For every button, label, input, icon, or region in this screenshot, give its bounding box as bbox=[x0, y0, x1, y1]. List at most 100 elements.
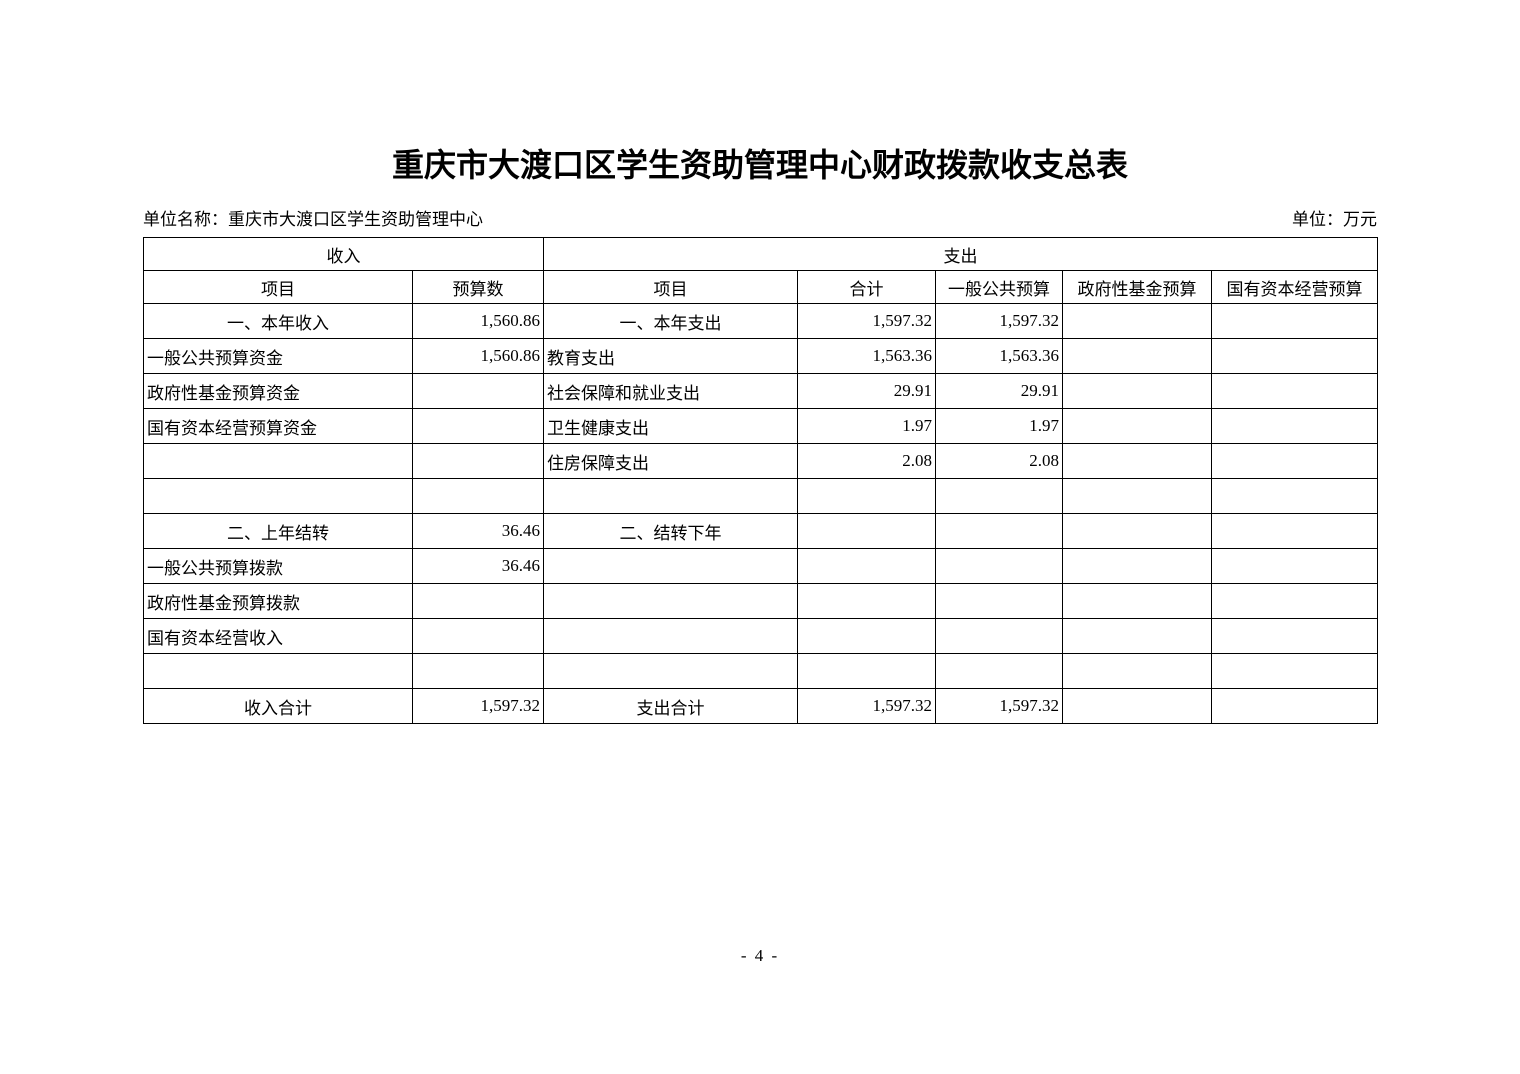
table-row bbox=[143, 478, 1378, 514]
cell-exp-state-capital bbox=[1211, 618, 1378, 654]
table-row: 收入合计 1,597.32 支出合计 1,597.32 1,597.32 bbox=[143, 688, 1378, 724]
cell-exp-general-budget: 2.08 bbox=[935, 443, 1063, 479]
unit-measure-label: 单位：万元 bbox=[1292, 210, 1377, 229]
table-row: 政府性基金预算拨款 bbox=[143, 583, 1378, 619]
cell-exp-gov-fund bbox=[1062, 303, 1212, 339]
cell-income-item: 政府性基金预算拨款 bbox=[143, 583, 413, 619]
cell-income-budget bbox=[412, 408, 544, 444]
table-row: 国有资本经营预算资金 卫生健康支出 1.97 1.97 bbox=[143, 408, 1378, 444]
cell-exp-total: 1,597.32 bbox=[797, 303, 936, 339]
cell-exp-general-budget: 1.97 bbox=[935, 408, 1063, 444]
cell-exp-total: 29.91 bbox=[797, 373, 936, 409]
cell-income-item: 一般公共预算拨款 bbox=[143, 548, 413, 584]
col-header-exp-item: 项目 bbox=[543, 270, 798, 304]
cell-exp-total bbox=[797, 478, 936, 514]
cell-income-budget bbox=[412, 618, 544, 654]
cell-income-budget bbox=[412, 583, 544, 619]
cell-exp-total bbox=[797, 618, 936, 654]
cell-exp-item bbox=[543, 548, 798, 584]
page-title: 重庆市大渡口区学生资助管理中心财政拨款收支总表 bbox=[391, 147, 1128, 183]
cell-income-item: 收入合计 bbox=[143, 688, 413, 724]
cell-exp-general-budget bbox=[935, 478, 1063, 514]
table-row: 政府性基金预算资金 社会保障和就业支出 29.91 29.91 bbox=[143, 373, 1378, 409]
cell-income-budget: 36.46 bbox=[412, 548, 544, 584]
cell-exp-gov-fund bbox=[1062, 338, 1212, 374]
cell-exp-state-capital bbox=[1211, 303, 1378, 339]
col-header-income-budget: 预算数 bbox=[412, 270, 544, 304]
cell-exp-item: 卫生健康支出 bbox=[543, 408, 798, 444]
cell-exp-general-budget bbox=[935, 653, 1063, 689]
cell-exp-total bbox=[797, 583, 936, 619]
meta-row: 单位名称：重庆市大渡口区学生资助管理中心 单位：万元 bbox=[143, 209, 1377, 231]
cell-exp-item bbox=[543, 618, 798, 654]
table-row: 一、本年收入 1,560.86 一、本年支出 1,597.32 1,597.32 bbox=[143, 303, 1378, 339]
cell-exp-total: 1,563.36 bbox=[797, 338, 936, 374]
cell-income-budget: 1,560.86 bbox=[412, 303, 544, 339]
cell-exp-general-budget: 1,597.32 bbox=[935, 688, 1063, 724]
budget-table: 收入 支出 项目 预算数 项目 合计 一般公共预算 政府性基金预算 国有资本经营… bbox=[143, 237, 1378, 724]
cell-income-item: 一、本年收入 bbox=[143, 303, 413, 339]
cell-exp-total bbox=[797, 653, 936, 689]
cell-exp-state-capital bbox=[1211, 478, 1378, 514]
cell-exp-general-budget bbox=[935, 513, 1063, 549]
cell-exp-general-budget bbox=[935, 618, 1063, 654]
cell-income-budget bbox=[412, 478, 544, 514]
cell-exp-item bbox=[543, 653, 798, 689]
cell-income-budget: 36.46 bbox=[412, 513, 544, 549]
cell-income-item: 国有资本经营收入 bbox=[143, 618, 413, 654]
cell-exp-total bbox=[797, 548, 936, 584]
col-header-exp-general-budget: 一般公共预算 bbox=[935, 270, 1063, 304]
cell-exp-total: 1,597.32 bbox=[797, 688, 936, 724]
cell-exp-gov-fund bbox=[1062, 478, 1212, 514]
col-header-income-item: 项目 bbox=[143, 270, 413, 304]
cell-exp-gov-fund bbox=[1062, 688, 1212, 724]
cell-income-item: 国有资本经营预算资金 bbox=[143, 408, 413, 444]
cell-income-item: 二、上年结转 bbox=[143, 513, 413, 549]
cell-income-item: 一般公共预算资金 bbox=[143, 338, 413, 374]
income-group-header: 收入 bbox=[143, 237, 544, 271]
cell-income-budget: 1,560.86 bbox=[412, 338, 544, 374]
cell-exp-general-budget bbox=[935, 548, 1063, 584]
cell-exp-gov-fund bbox=[1062, 618, 1212, 654]
cell-exp-gov-fund bbox=[1062, 443, 1212, 479]
cell-exp-gov-fund bbox=[1062, 583, 1212, 619]
cell-exp-total: 1.97 bbox=[797, 408, 936, 444]
cell-exp-item: 二、结转下年 bbox=[543, 513, 798, 549]
cell-exp-item bbox=[543, 478, 798, 514]
cell-exp-state-capital bbox=[1211, 653, 1378, 689]
cell-exp-state-capital bbox=[1211, 338, 1378, 374]
expenditure-group-header: 支出 bbox=[543, 237, 1378, 271]
cell-income-item bbox=[143, 653, 413, 689]
cell-exp-state-capital bbox=[1211, 548, 1378, 584]
unit-name-label: 单位名称：重庆市大渡口区学生资助管理中心 bbox=[143, 210, 483, 229]
cell-exp-item bbox=[543, 583, 798, 619]
cell-exp-gov-fund bbox=[1062, 653, 1212, 689]
cell-exp-gov-fund bbox=[1062, 408, 1212, 444]
table-row: 一般公共预算拨款 36.46 bbox=[143, 548, 1378, 584]
page-number: - 4 - bbox=[740, 946, 780, 965]
cell-exp-general-budget: 29.91 bbox=[935, 373, 1063, 409]
cell-exp-state-capital bbox=[1211, 688, 1378, 724]
cell-exp-state-capital bbox=[1211, 513, 1378, 549]
cell-exp-state-capital bbox=[1211, 373, 1378, 409]
cell-exp-general-budget: 1,597.32 bbox=[935, 303, 1063, 339]
cell-exp-gov-fund bbox=[1062, 513, 1212, 549]
col-header-exp-state-capital: 国有资本经营预算 bbox=[1211, 270, 1378, 304]
cell-exp-item: 住房保障支出 bbox=[543, 443, 798, 479]
cell-income-budget: 1,597.32 bbox=[412, 688, 544, 724]
cell-exp-general-budget bbox=[935, 583, 1063, 619]
table-row: 二、上年结转 36.46 二、结转下年 bbox=[143, 513, 1378, 549]
table-row: 国有资本经营收入 bbox=[143, 618, 1378, 654]
cell-income-item: 政府性基金预算资金 bbox=[143, 373, 413, 409]
cell-exp-state-capital bbox=[1211, 408, 1378, 444]
col-header-exp-total: 合计 bbox=[797, 270, 936, 304]
cell-exp-item: 社会保障和就业支出 bbox=[543, 373, 798, 409]
cell-exp-general-budget: 1,563.36 bbox=[935, 338, 1063, 374]
cell-exp-item: 一、本年支出 bbox=[543, 303, 798, 339]
table-row: 住房保障支出 2.08 2.08 bbox=[143, 443, 1378, 479]
cell-income-budget bbox=[412, 653, 544, 689]
cell-income-item bbox=[143, 478, 413, 514]
group-header-row: 收入 支出 bbox=[143, 237, 1378, 271]
cell-exp-total bbox=[797, 513, 936, 549]
col-header-exp-gov-fund: 政府性基金预算 bbox=[1062, 270, 1212, 304]
